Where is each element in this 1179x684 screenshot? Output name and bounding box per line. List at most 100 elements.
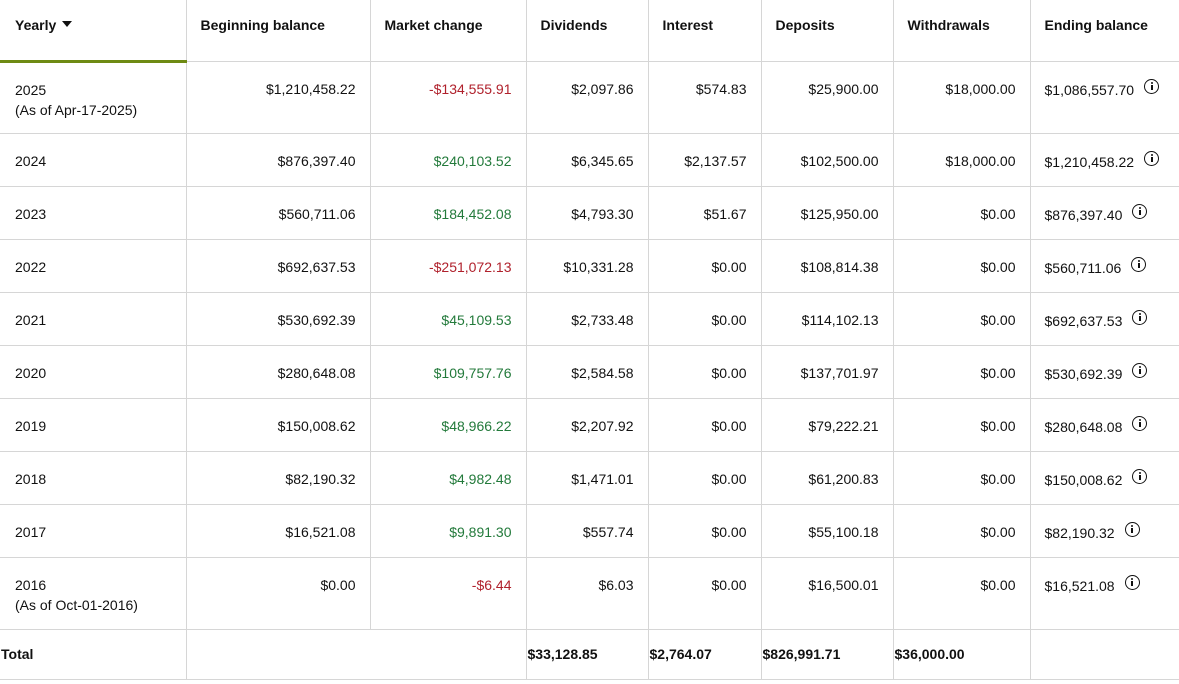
info-icon[interactable]	[1124, 521, 1140, 537]
table-row: 2022 $692,637.53 -$251,072.13 $10,331.28 $0.…	[0, 238, 1179, 293]
dividends-cell: $6,345.65	[525, 132, 649, 187]
total-dividends: $33,128.85	[525, 628, 649, 680]
year-label: 2024	[15, 152, 47, 169]
year-label: 2020	[15, 364, 47, 381]
beginning-balance-cell: $82,190.32	[185, 450, 371, 505]
year-cell: 2025 (As of Apr-17-2025)	[0, 60, 187, 134]
interest-cell: $574.83	[647, 60, 762, 134]
withdrawals-header: Withdrawals	[892, 0, 1031, 62]
interest-cell: $0.00	[647, 291, 762, 346]
year-cell: 2016 (As of Oct-01-2016)	[0, 556, 187, 630]
market-change-cell: -$251,072.13	[369, 238, 527, 293]
info-icon[interactable]	[1124, 574, 1140, 590]
interest-cell: $0.00	[647, 556, 762, 630]
beginning-balance-cell: $1,210,458.22	[185, 60, 371, 134]
total-beginning-cell	[185, 628, 370, 680]
dividends-cell: $557.74	[525, 503, 649, 558]
beginning-balance-cell: $692,637.53	[185, 238, 371, 293]
interest-cell: $0.00	[647, 344, 762, 399]
total-interest: $2,764.07	[647, 628, 762, 680]
year-as-of-note: (As of Apr-17-2025)	[15, 101, 138, 118]
year-as-of-note: (As of Oct-01-2016)	[15, 596, 138, 613]
withdrawals-cell: $0.00	[892, 238, 1031, 293]
interest-cell: $0.00	[647, 238, 762, 293]
beginning-balance-cell: $560,711.06	[185, 185, 371, 240]
ending-balance-cell: $16,521.08	[1029, 556, 1179, 630]
dividends-cell: $6.03	[525, 556, 649, 630]
deposits-cell: $61,200.83	[760, 450, 894, 505]
ending-balance-value: $150,008.62	[1044, 471, 1123, 488]
market-change-cell: $109,757.76	[369, 344, 527, 399]
year-label: 2022	[15, 258, 47, 275]
info-icon[interactable]	[1144, 150, 1160, 166]
deposits-cell: $102,500.00	[760, 132, 894, 187]
market-change-cell: $4,982.48	[369, 450, 527, 505]
dividends-cell: $2,097.86	[525, 60, 649, 134]
market-change-cell: $184,452.08	[369, 185, 527, 240]
withdrawals-cell: $0.00	[892, 185, 1031, 240]
ending-balance-value: $82,190.32	[1044, 524, 1115, 541]
ending-balance-cell: $150,008.62	[1029, 450, 1179, 505]
year-label: 2018	[15, 470, 47, 487]
ending-balance-cell: $692,637.53	[1029, 291, 1179, 346]
year-cell: 2018	[0, 450, 187, 505]
ending-balance-cell: $530,692.39	[1029, 344, 1179, 399]
info-icon[interactable]	[1132, 468, 1148, 484]
yearly-sort-header[interactable]: Yearly	[0, 0, 187, 63]
ending-balance-cell: $1,210,458.22	[1029, 132, 1179, 187]
deposits-cell: $108,814.38	[760, 238, 894, 293]
beginning-balance-cell: $16,521.08	[185, 503, 371, 558]
deposits-cell: $25,900.00	[760, 60, 894, 134]
interest-cell: $0.00	[647, 503, 762, 558]
yearly-header-label: Yearly	[15, 17, 57, 33]
ending-balance-cell: $280,648.08	[1029, 397, 1179, 452]
table-row: 2021 $530,692.39 $45,109.53 $2,733.48 $0.00 $…	[0, 291, 1179, 346]
ending-balance-cell: $560,711.06	[1029, 238, 1179, 293]
year-label: 2023	[15, 205, 47, 222]
market-change-cell: $48,966.22	[369, 397, 527, 452]
info-icon[interactable]	[1132, 415, 1148, 431]
dividends-cell: $4,793.30	[525, 185, 649, 240]
withdrawals-cell: $0.00	[892, 344, 1031, 399]
table-row: 2020 $280,648.08 $109,757.76 $2,584.58 $0.00…	[0, 344, 1179, 399]
table-row: 2025 (As of Apr-17-2025) $1,210,458.22 -$13…	[0, 60, 1179, 134]
interest-cell: $51.67	[647, 185, 762, 240]
info-icon[interactable]	[1131, 256, 1147, 272]
year-cell: 2019	[0, 397, 187, 452]
withdrawals-cell: $0.00	[892, 291, 1031, 346]
table-row: 2016 (As of Oct-01-2016) $0.00 -$6.44 $6.03 $…	[0, 556, 1179, 630]
market-change-cell: $9,891.30	[369, 503, 527, 558]
deposits-cell: $125,950.00	[760, 185, 894, 240]
withdrawals-cell: $0.00	[892, 556, 1031, 630]
beginning-balance-cell: $280,648.08	[185, 344, 371, 399]
ending-balance-cell: $82,190.32	[1029, 503, 1179, 558]
beginning-balance-cell: $876,397.40	[185, 132, 371, 187]
info-icon[interactable]	[1132, 362, 1148, 378]
year-cell: 2017	[0, 503, 187, 558]
year-cell: 2021	[0, 291, 187, 346]
info-icon[interactable]	[1132, 203, 1148, 219]
info-icon[interactable]	[1132, 309, 1148, 325]
deposits-cell: $79,222.21	[760, 397, 894, 452]
total-market-change-cell	[370, 628, 527, 680]
interest-header: Interest	[647, 0, 762, 62]
withdrawals-cell: $0.00	[892, 503, 1031, 558]
interest-cell: $0.00	[647, 397, 762, 452]
year-label: 2016	[15, 576, 47, 593]
market-change-cell: $240,103.52	[369, 132, 527, 187]
withdrawals-cell: $0.00	[892, 450, 1031, 505]
dividends-cell: $1,471.01	[525, 450, 649, 505]
market-change-header: Market change	[369, 0, 527, 62]
info-icon[interactable]	[1144, 78, 1160, 94]
table-row: 2023 $560,711.06 $184,452.08 $4,793.30 $51.6…	[0, 185, 1179, 240]
beginning-balance-cell: $150,008.62	[185, 397, 371, 452]
withdrawals-cell: $18,000.00	[892, 132, 1031, 187]
total-label: Total	[0, 628, 187, 680]
market-change-cell: -$134,555.91	[369, 60, 527, 134]
ending-balance-value: $530,692.39	[1044, 365, 1123, 382]
ending-balance-value: $1,086,557.70	[1044, 81, 1135, 98]
beginning-balance-cell: $0.00	[185, 556, 371, 630]
dividends-cell: $10,331.28	[525, 238, 649, 293]
market-change-cell: $45,109.53	[369, 291, 527, 346]
